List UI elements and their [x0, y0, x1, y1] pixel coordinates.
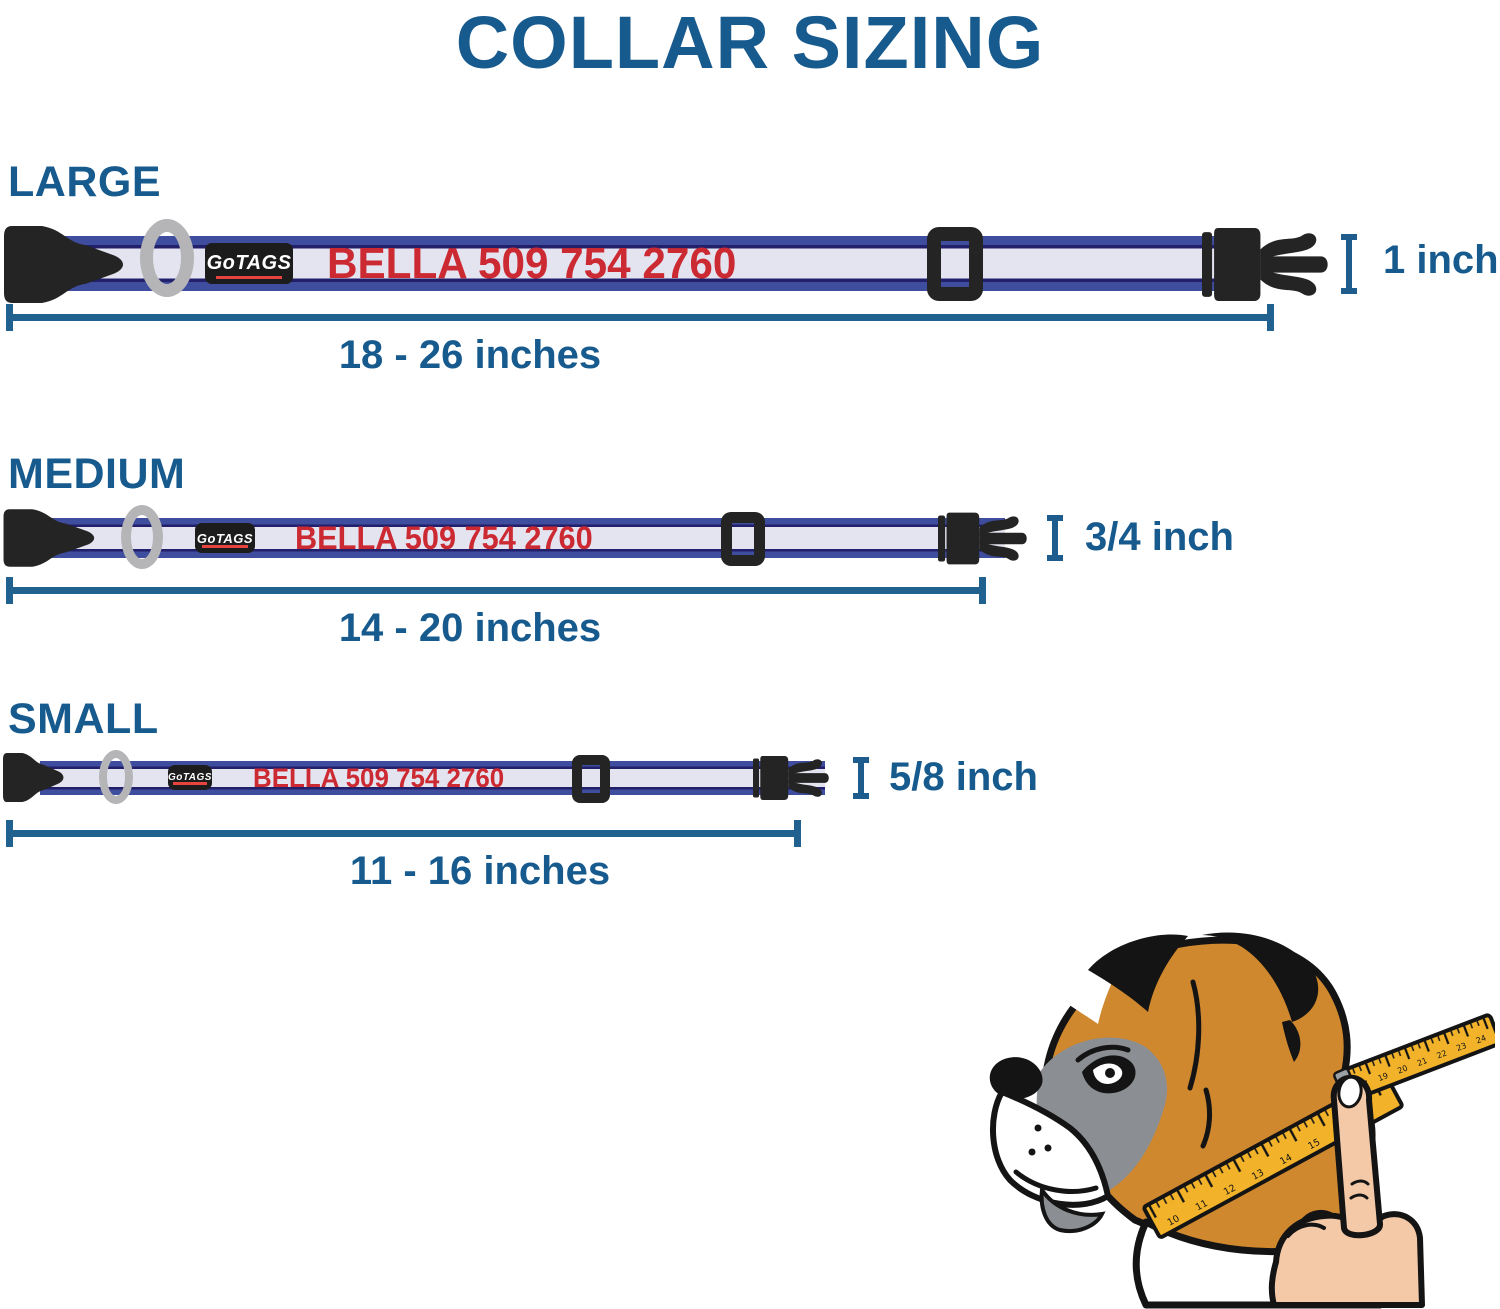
width-label-medium: 3/4 inch: [1085, 515, 1234, 559]
dimension-end-tick: [6, 304, 13, 331]
length-dimension-line-medium: [6, 577, 986, 604]
dog-muzzle-spot: [1034, 1124, 1042, 1132]
svg-text:11: 11: [1194, 1198, 1210, 1213]
svg-text:23: 23: [1455, 1041, 1468, 1053]
brand-logo-medium: GoTAGS: [195, 523, 255, 553]
hand-palm: [1268, 1211, 1425, 1308]
svg-text:12: 12: [1222, 1183, 1238, 1198]
brand-logo-underline: [202, 545, 248, 548]
dimension-end-tick: [794, 820, 801, 847]
brand-logo-text: GoTAGS: [196, 530, 254, 546]
width-measure-lines: [1341, 234, 1357, 294]
svg-text:15: 15: [1306, 1137, 1322, 1152]
size-label-medium: MEDIUM: [8, 450, 186, 498]
dog-muzzle-spot: [1044, 1144, 1052, 1152]
width-measure-lines: [1047, 515, 1063, 561]
buckle-female-shape: [3, 752, 64, 803]
brand-logo-underline: [215, 276, 283, 279]
width-label-small: 5/8 inch: [889, 755, 1038, 799]
hand-curl-line: [1286, 1222, 1326, 1238]
size-label-small: SMALL: [8, 695, 159, 743]
width-label-large: 1 inch: [1383, 238, 1499, 282]
collar-slider-small: [572, 755, 610, 803]
collar-dring-medium: [121, 505, 163, 569]
collar-slider-large: [927, 227, 983, 301]
fingernail: [1337, 1075, 1363, 1109]
svg-text:13: 13: [1250, 1167, 1266, 1182]
svg-text:22: 22: [1436, 1048, 1449, 1060]
collar-dring-small: [99, 750, 133, 804]
buckle-female-shape: [4, 226, 123, 303]
dog-chin-gray: [1039, 1184, 1106, 1233]
page-title: COLLAR SIZING: [455, 1, 1045, 84]
length-range-medium: 14 - 20 inches: [338, 606, 602, 650]
dog-eye-pupil: [1105, 1068, 1115, 1078]
collar-dring-large: [140, 219, 194, 297]
dog-ear-back: [1202, 932, 1319, 1022]
dimension-end-tick: [6, 820, 13, 847]
buckle-male-shape: [753, 756, 829, 800]
buckle-female-icon: [4, 226, 123, 303]
collar-slider-medium: [721, 512, 765, 566]
width-measure-icon-large: [1341, 234, 1357, 294]
svg-text:19: 19: [1377, 1071, 1390, 1083]
dog-ear-hook: [1282, 1020, 1301, 1062]
buckle-male-shape: [1202, 228, 1328, 301]
dog-ear-front: [1088, 934, 1188, 1012]
width-measure-icon-medium: [1047, 515, 1063, 561]
dimension-end-tick: [1267, 304, 1274, 331]
buckle-male-shape: [938, 512, 1027, 565]
dog-mouth-line: [1013, 1169, 1099, 1194]
buckle-male-icon: [938, 512, 1027, 565]
dog-brow-line: [1075, 1044, 1131, 1063]
brand-logo-small: GoTAGS: [168, 765, 212, 790]
size-label-large: LARGE: [8, 158, 161, 206]
svg-text:24: 24: [1475, 1033, 1488, 1045]
buckle-male-icon: [1202, 228, 1328, 301]
brand-logo-large: GoTAGS: [205, 243, 293, 284]
brand-logo-underline: [173, 782, 207, 785]
length-dimension-line-large: [6, 304, 1274, 331]
finger-crease: [1349, 1193, 1369, 1200]
width-measure-icon-small: [853, 757, 869, 799]
personalization-text-small: BELLA 509 754 2760: [253, 763, 505, 793]
dog-nose: [989, 1057, 1043, 1099]
tape-end-numbers: 18 19 20 21 22 23 24: [1357, 1033, 1487, 1090]
svg-text:10: 10: [1166, 1213, 1182, 1228]
length-range-small: 11 - 16 inches: [349, 849, 611, 893]
brand-logo-text: GoTAGS: [206, 252, 292, 274]
svg-text:21: 21: [1416, 1056, 1429, 1068]
hand-index-finger: [1330, 1074, 1383, 1239]
hand-curl-line: [1302, 1209, 1334, 1221]
buckle-female-icon: [3, 752, 64, 803]
dimension-end-tick: [6, 577, 13, 604]
personalization-text-large: BELLA 509 754 2760: [327, 239, 737, 288]
dog-measuring-illustration: 10 11 12 13 14 15 16 18 19 20 21 22 23 2…: [989, 932, 1495, 1309]
personalization-text-medium: BELLA 509 754 2760: [295, 520, 593, 556]
svg-text:14: 14: [1278, 1152, 1294, 1167]
dog-forehead-wrinkle: [1187, 979, 1202, 1091]
dog-muzzle-spot: [1028, 1148, 1036, 1156]
brand-logo-text: GoTAGS: [168, 772, 212, 783]
tape-neck-numbers: 10 11 12 13 14 15 16: [1166, 1122, 1351, 1229]
buckle-female-shape: [3, 509, 95, 567]
buckle-female-icon: [3, 509, 95, 567]
length-range-large: 18 - 26 inches: [338, 333, 602, 377]
dimension-end-tick: [979, 577, 986, 604]
buckle-male-icon: [753, 756, 829, 800]
svg-text:20: 20: [1396, 1064, 1409, 1076]
length-dimension-line-small: [6, 820, 801, 847]
width-measure-lines: [853, 757, 869, 799]
finger-crease: [1350, 1179, 1370, 1186]
dog-neck-wrinkle: [1200, 1087, 1213, 1149]
